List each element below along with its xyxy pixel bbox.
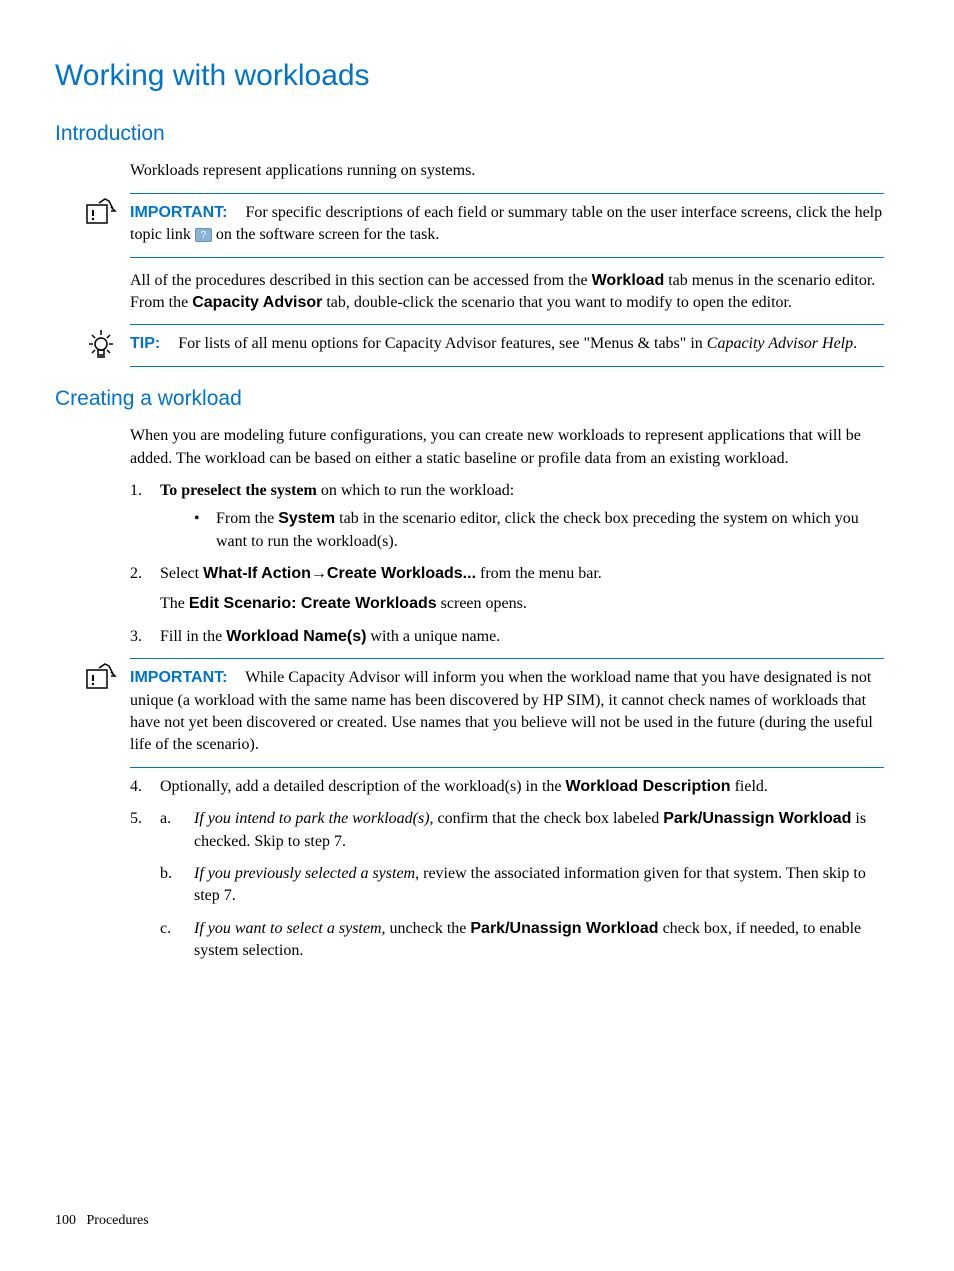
intro-paragraph-2: All of the procedures described in this … — [130, 270, 884, 315]
system-tab-label: System — [278, 510, 335, 527]
step-5b: If you previously selected a system, rev… — [160, 863, 884, 908]
step-1-bullet: From the System tab in the scenario edit… — [190, 508, 884, 553]
step5a-italic: If you intend to park the workload(s) — [194, 810, 430, 827]
step-1: To preselect the system on which to run … — [130, 480, 884, 553]
text-fragment: field. — [731, 778, 768, 795]
step-5c: If you want to select a system, uncheck … — [160, 918, 884, 963]
what-if-action-label: What-If Action — [203, 565, 311, 582]
text-fragment: screen opens. — [437, 595, 527, 612]
text-fragment: All of the procedures described in this … — [130, 272, 592, 289]
important-label: IMPORTANT: — [130, 669, 227, 686]
section-heading-creating: Creating a workload — [55, 384, 884, 413]
arrow-icon: → — [311, 565, 327, 582]
text-fragment: Select — [160, 565, 203, 582]
important-label: IMPORTANT: — [130, 204, 227, 221]
step1-bold: To preselect the system — [160, 482, 317, 499]
workload-names-field-label: Workload Name(s) — [226, 628, 366, 645]
tip-label: TIP: — [130, 335, 160, 352]
create-workloads-label: Create Workloads... — [327, 565, 476, 582]
footer-label: Procedures — [87, 1213, 149, 1228]
section-heading-introduction: Introduction — [55, 119, 884, 148]
workload-description-field-label: Workload Description — [566, 778, 731, 795]
step-4: Optionally, add a detailed description o… — [130, 776, 884, 798]
creating-paragraph: When you are modeling future configurati… — [130, 425, 884, 470]
important-icon — [85, 212, 117, 229]
text-fragment: , uncheck the — [382, 920, 471, 937]
capacity-advisor-tab-label: Capacity Advisor — [192, 294, 322, 311]
intro-paragraph-1: Workloads represent applications running… — [130, 160, 884, 182]
tip-callout: TIP: For lists of all menu options for C… — [85, 324, 884, 369]
park-unassign-label: Park/Unassign Workload — [470, 920, 658, 937]
help-icon: ? — [195, 228, 212, 242]
text-fragment: Fill in the — [160, 628, 226, 645]
text-fragment: Optionally, add a detailed description o… — [160, 778, 566, 795]
tip-text-b: . — [853, 335, 857, 352]
step-2: Select What-If Action→Create Workloads..… — [130, 563, 884, 616]
text-fragment: The — [160, 595, 189, 612]
important-callout-2: IMPORTANT: While Capacity Advisor will i… — [85, 658, 884, 768]
tip-icon — [85, 349, 117, 366]
park-unassign-label: Park/Unassign Workload — [663, 810, 851, 827]
important-text: While Capacity Advisor will inform you w… — [130, 669, 873, 753]
page-title: Working with workloads — [55, 55, 884, 97]
text-fragment: , confirm that the check box labeled — [430, 810, 664, 827]
text-fragment: with a unique name. — [366, 628, 500, 645]
step1-rest: on which to run the workload: — [317, 482, 514, 499]
important-callout-1: IMPORTANT: For specific descriptions of … — [85, 193, 884, 258]
page-footer: 100 Procedures — [55, 1211, 149, 1231]
step-3: Fill in the Workload Name(s) with a uniq… — [130, 626, 884, 648]
text-fragment: tab, double-click the scenario that you … — [322, 294, 792, 311]
workload-tab-label: Workload — [592, 272, 665, 289]
step5c-italic: If you want to select a system — [194, 920, 382, 937]
step5b-italic: If you previously selected a system — [194, 865, 415, 882]
tip-text-a: For lists of all menu options for Capaci… — [178, 335, 707, 352]
tip-text-italic: Capacity Advisor Help — [707, 335, 853, 352]
important-text-after: on the software screen for the task. — [216, 226, 439, 243]
text-fragment: From the — [216, 510, 278, 527]
page-number: 100 — [55, 1213, 76, 1228]
step-5a: If you intend to park the workload(s), c… — [160, 808, 884, 853]
step-5: If you intend to park the workload(s), c… — [130, 808, 884, 962]
important-icon — [85, 677, 117, 694]
text-fragment: from the menu bar. — [476, 565, 602, 582]
edit-scenario-screen-label: Edit Scenario: Create Workloads — [189, 595, 437, 612]
